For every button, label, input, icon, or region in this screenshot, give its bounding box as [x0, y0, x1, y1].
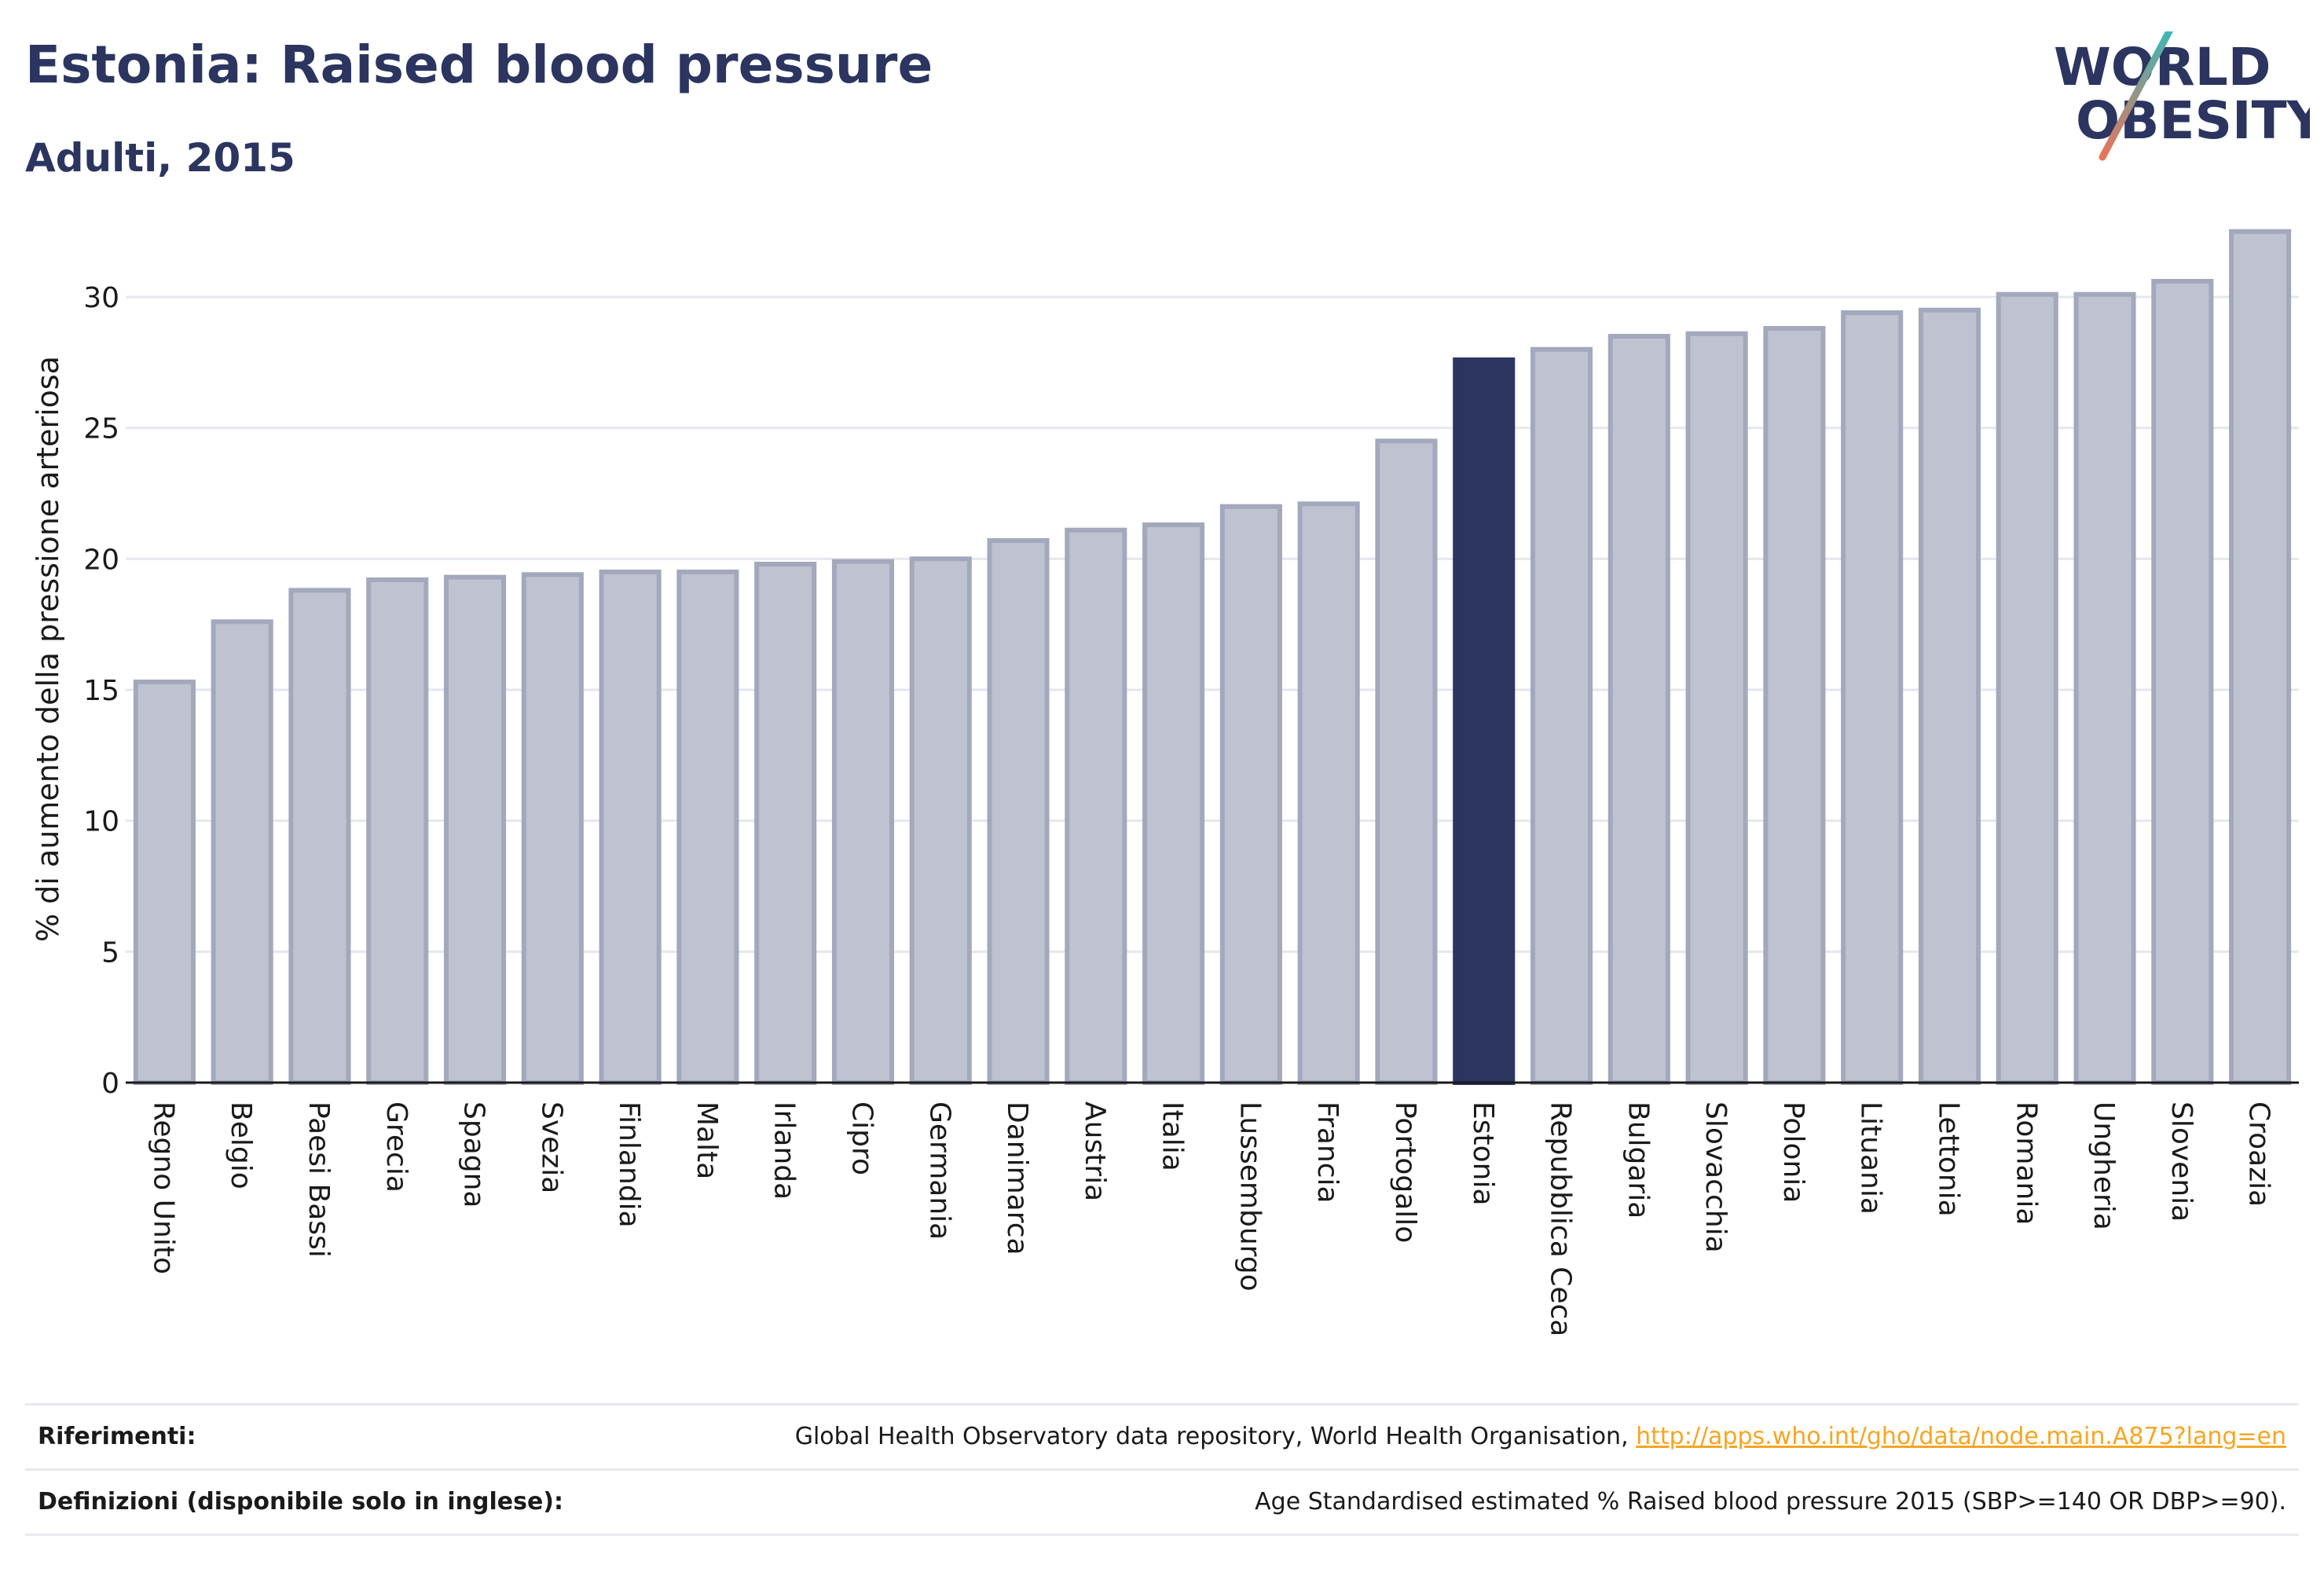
bar-grecia — [366, 577, 429, 1085]
bar-romania — [1996, 291, 2058, 1085]
references-link[interactable]: http://apps.who.int/gho/data/node.main.A… — [1636, 1423, 2286, 1450]
bar-lussemburgo — [1219, 504, 1282, 1085]
x-tick-label: Regno Unito — [147, 1101, 179, 1274]
x-tick-label: Lituania — [1855, 1101, 1887, 1215]
y-tick-label: 15 — [83, 675, 119, 707]
x-tick-label: Lussemburgo — [1233, 1101, 1266, 1292]
bar-slovacchia — [1685, 331, 1748, 1085]
bar-austria — [1065, 527, 1127, 1085]
bar-regno-unito — [133, 680, 196, 1085]
x-tick-label: Romania — [2010, 1101, 2042, 1225]
bar-malta — [676, 570, 739, 1085]
bar-bulgaria — [1607, 334, 1670, 1085]
x-tick-label: Portogallo — [1389, 1101, 1421, 1243]
references-text: Global Health Observatory data repositor… — [794, 1423, 1637, 1450]
x-tick-label: Danimarca — [1001, 1101, 1033, 1255]
x-tick-label: Finlandia — [613, 1101, 645, 1228]
references-label: Riferimenti: — [38, 1423, 196, 1450]
bar-ungheria — [2073, 291, 2136, 1085]
bar-belgio — [211, 619, 273, 1085]
bar-svezia — [521, 572, 584, 1085]
x-tick-label: Bulgaria — [1622, 1101, 1654, 1219]
axis-layer: 0 5 10 15 20 25 30 Regno Unito Belgio Paesi Bassi… — [83, 282, 2299, 1336]
bar-germania — [909, 556, 972, 1085]
x-tick-label: Irlanda — [768, 1101, 801, 1200]
y-tick-label: 30 — [83, 282, 119, 314]
x-tick-label: Grecia — [380, 1101, 412, 1193]
x-tick-label: Cipro — [845, 1101, 878, 1175]
world-obesity-logo: WORLD OBESITY — [2054, 31, 2310, 161]
bar-portogallo — [1375, 438, 1438, 1085]
y-tick-label: 10 — [83, 806, 119, 838]
x-tick-label: Svezia — [535, 1101, 567, 1193]
bar-croazia — [2229, 229, 2292, 1086]
y-tick-label: 25 — [83, 413, 119, 445]
bar-estonia — [1453, 357, 1516, 1085]
x-tick-label: Francia — [1311, 1101, 1343, 1204]
bar-danimarca — [987, 538, 1050, 1085]
bar-chart: 0 5 10 15 20 25 30 Regno Unito Belgio Paesi Bassi… — [31, 229, 2299, 1336]
definitions-row: Definizioni (disponibile solo in inglese… — [25, 1468, 2299, 1536]
x-tick-label: Spagna — [458, 1101, 490, 1208]
bar-spagna — [443, 574, 507, 1085]
x-tick-label: Austria — [1079, 1101, 1111, 1201]
bar-cipro — [831, 559, 895, 1085]
bar-polonia — [1763, 326, 1826, 1085]
x-tick-label: Slovacchia — [1699, 1101, 1732, 1253]
x-tick-label: Ungheria — [2088, 1101, 2120, 1230]
x-tick-label: Repubblica Ceca — [1545, 1101, 1577, 1336]
y-tick-label: 20 — [83, 544, 119, 576]
bar-lituania — [1841, 310, 1904, 1085]
x-tick-label: Germania — [923, 1101, 955, 1240]
references-value: Global Health Observatory data repositor… — [795, 1423, 2286, 1450]
references-row: Riferimenti: Global Health Observatory d… — [25, 1403, 2299, 1468]
x-tick-label: Estonia — [1467, 1101, 1499, 1206]
bar-francia — [1297, 501, 1360, 1085]
definitions-value: Age Standardised estimated % Raised bloo… — [1255, 1488, 2286, 1516]
x-tick-label: Italia — [1157, 1101, 1189, 1171]
x-tick-label: Slovenia — [2165, 1101, 2198, 1222]
x-tick-label: Belgio — [225, 1101, 257, 1189]
bar-italia — [1142, 522, 1205, 1085]
bar-paesi-bassi — [288, 588, 351, 1085]
bars-layer — [133, 229, 2292, 1086]
bar-lettonia — [1918, 307, 1981, 1085]
x-tick-label: Paesi Bassi — [302, 1101, 335, 1258]
y-axis-label: % di aumento della pressione arteriosa — [31, 356, 65, 942]
logo-slash — [2099, 31, 2174, 161]
bar-repubblica-ceca — [1530, 346, 1593, 1085]
definitions-label: Definizioni (disponibile solo in inglese… — [38, 1488, 563, 1516]
y-tick-label: 0 — [101, 1068, 119, 1100]
x-tick-label: Lettonia — [1932, 1101, 1964, 1217]
bar-finlandia — [599, 570, 662, 1085]
x-tick-label: Polonia — [1777, 1101, 1809, 1203]
x-tick-label: Malta — [691, 1101, 723, 1179]
bar-irlanda — [754, 562, 817, 1085]
bar-slovenia — [2151, 279, 2214, 1085]
chart-subtitle: Adulti, 2015 — [25, 135, 295, 181]
x-tick-label: Croazia — [2243, 1101, 2275, 1207]
chart-title: Estonia: Raised blood pressure — [25, 35, 933, 95]
footer-notes: Riferimenti: Global Health Observatory d… — [25, 1403, 2299, 1536]
y-tick-label: 5 — [101, 936, 119, 969]
